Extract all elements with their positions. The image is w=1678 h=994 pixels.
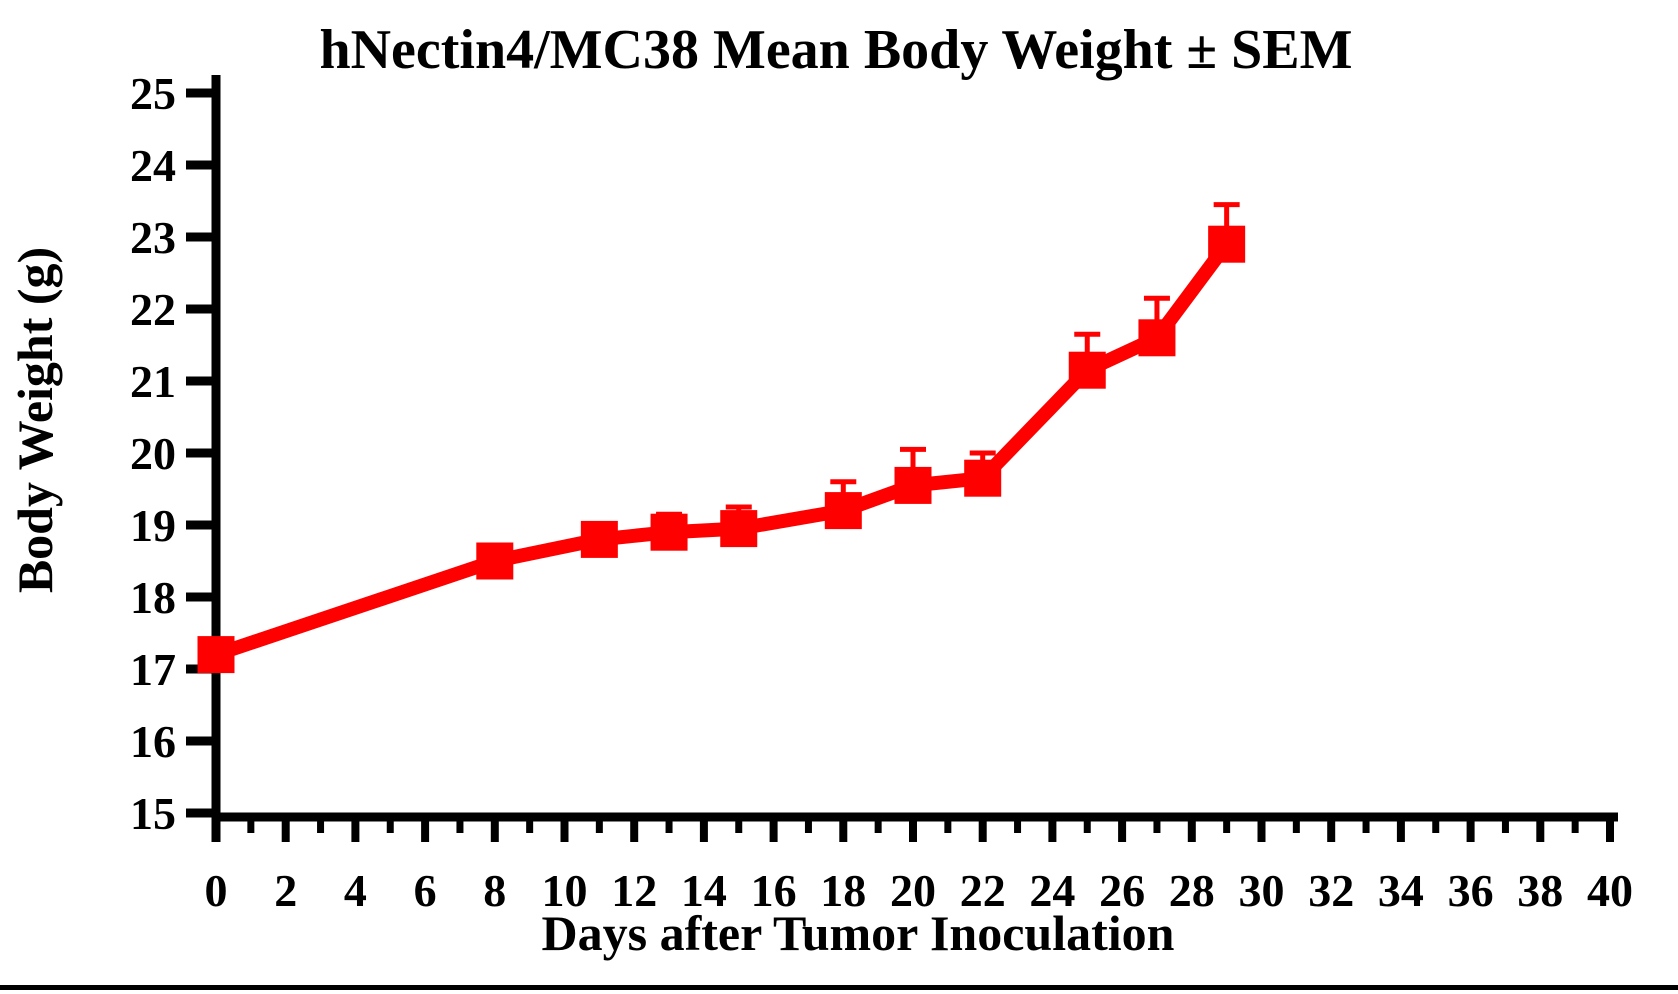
x-tick-label: 40 (1587, 865, 1633, 916)
data-point-marker (1208, 225, 1246, 263)
y-axis-title: Body Weight (g) (7, 247, 63, 593)
x-tick-label: 24 (1029, 865, 1075, 916)
y-tick-label: 23 (130, 212, 176, 263)
x-tick-label: 6 (414, 865, 437, 916)
x-tick-label: 18 (820, 865, 866, 916)
y-tick-label: 25 (130, 68, 176, 119)
y-tick-label: 19 (130, 500, 176, 551)
x-tick-label: 20 (890, 865, 936, 916)
x-tick-label: 4 (344, 865, 367, 916)
y-tick-label: 21 (130, 356, 176, 407)
x-tick-label: 38 (1517, 865, 1563, 916)
data-point-marker (824, 492, 862, 530)
x-tick-label: 32 (1308, 865, 1354, 916)
x-tick-label: 36 (1448, 865, 1494, 916)
bottom-rule (0, 985, 1678, 990)
data-point-marker (476, 542, 514, 580)
data-point-marker (1138, 319, 1176, 357)
x-axis-title: Days after Tumor Inoculation (542, 905, 1175, 961)
series-line (213, 240, 1233, 662)
chart-title: hNectin4/MC38 Mean Body Weight ± SEM (319, 19, 1352, 81)
data-point-marker (197, 636, 235, 674)
x-tick-label: 34 (1378, 865, 1424, 916)
x-tick-label: 0 (205, 865, 228, 916)
x-tick-label: 16 (751, 865, 797, 916)
x-tick-label: 10 (542, 865, 588, 916)
y-tick-label: 17 (130, 644, 176, 695)
x-tick-label: 30 (1239, 865, 1285, 916)
data-point-marker (650, 513, 688, 551)
x-tick-label: 22 (960, 865, 1006, 916)
data-point-marker (580, 520, 618, 558)
y-tick-label: 24 (130, 140, 176, 191)
y-tick-label: 15 (130, 788, 176, 839)
x-tick-label: 26 (1099, 865, 1145, 916)
data-point-marker (964, 459, 1002, 497)
data-point-marker (1068, 351, 1106, 389)
data-point-marker (720, 510, 758, 548)
data-point-marker (894, 466, 932, 504)
data-series (197, 202, 1246, 674)
y-tick-label: 22 (130, 284, 176, 335)
x-tick-label: 2 (274, 865, 297, 916)
x-tick-label: 12 (611, 865, 657, 916)
x-tick-label: 14 (681, 865, 727, 916)
y-tick-label: 20 (130, 428, 176, 479)
x-tick-label: 8 (483, 865, 506, 916)
y-tick-label: 18 (130, 572, 176, 623)
x-tick-label: 28 (1169, 865, 1215, 916)
y-tick-label: 16 (130, 716, 176, 767)
